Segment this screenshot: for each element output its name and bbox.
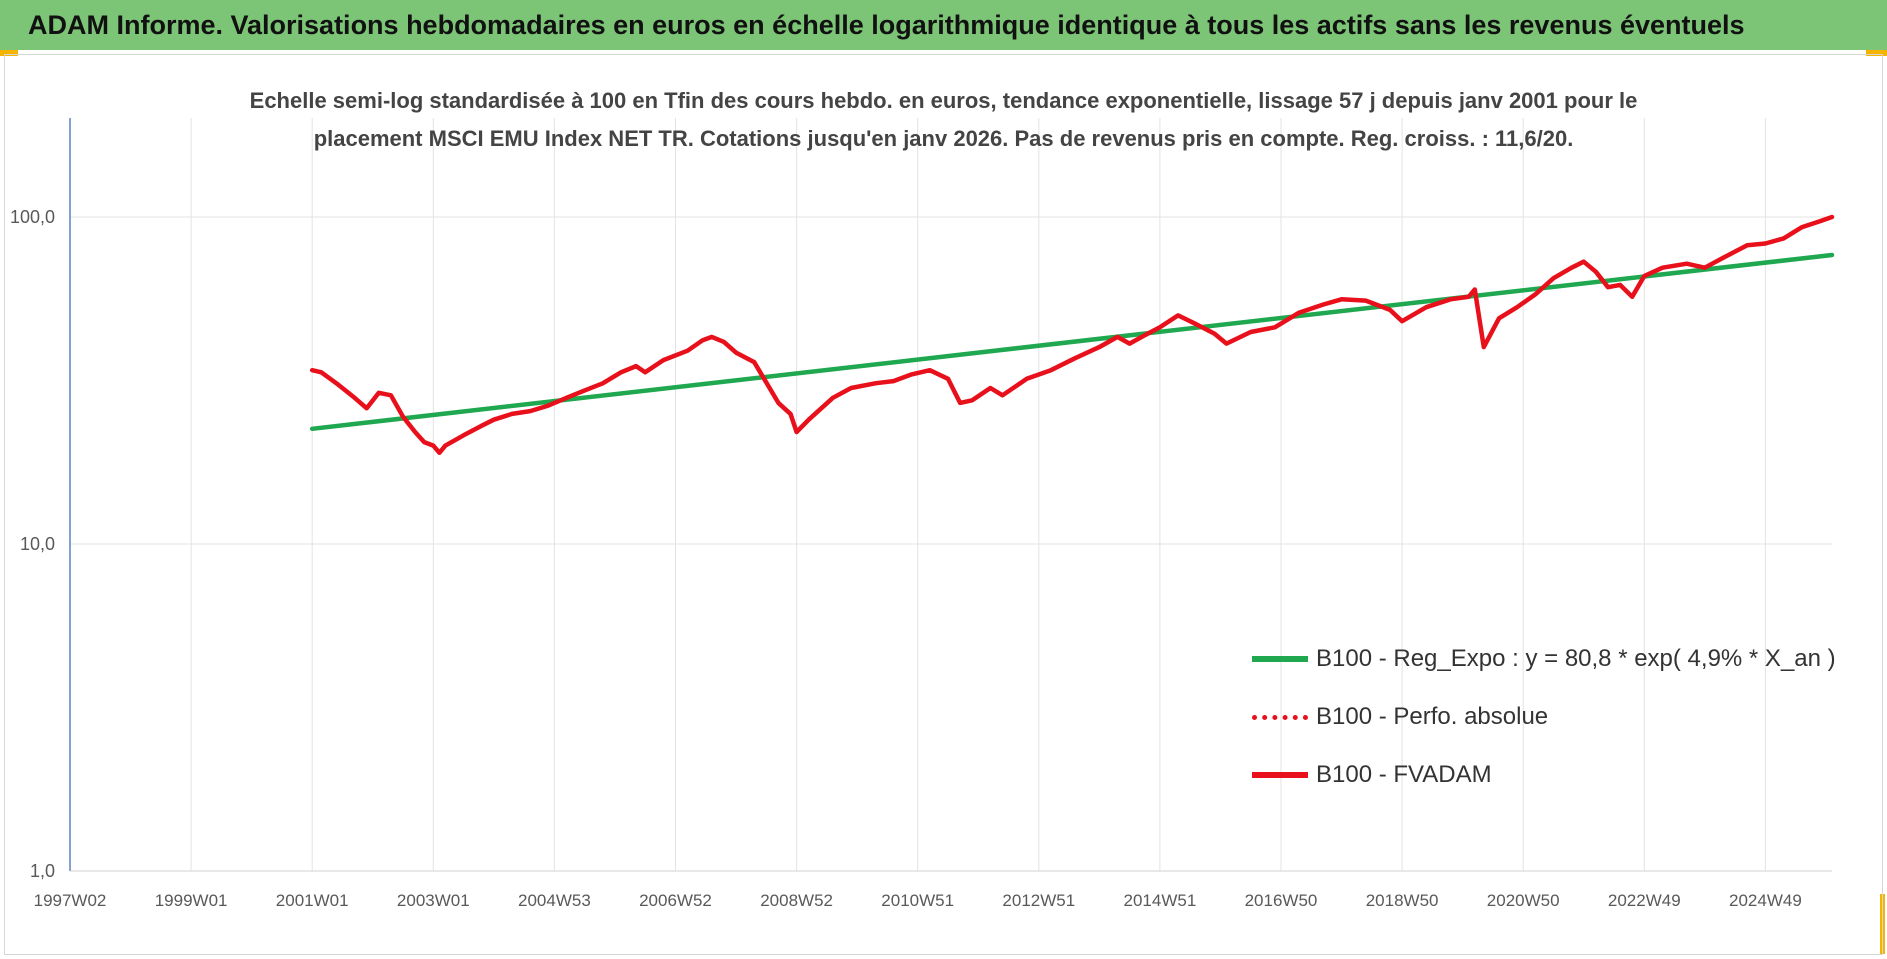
x-tick-label: 1997W02 <box>34 891 107 910</box>
chart-legend: B100 - Reg_Expo : y = 80,8 * exp( 4,9% *… <box>1252 630 1836 804</box>
legend-label-reg-expo: B100 - Reg_Expo : y = 80,8 * exp( 4,9% *… <box>1316 645 1836 672</box>
x-tick-label: 2010W51 <box>881 891 954 910</box>
series-line-fvadam <box>309 214 1835 456</box>
y-tick-label: 1,0 <box>30 861 55 881</box>
x-tick-label: 2020W50 <box>1487 891 1560 910</box>
x-tick-label: 2008W52 <box>760 891 833 910</box>
legend-item-reg-expo: B100 - Reg_Expo : y = 80,8 * exp( 4,9% *… <box>1252 630 1836 688</box>
chart-title-line-2: placement MSCI EMU Index NET TR. Cotatio… <box>313 126 1574 151</box>
x-tick-label: 1999W01 <box>155 891 228 910</box>
x-tick-label: 2022W49 <box>1608 891 1681 910</box>
tick-labels: 1997W02 1999W01 2001W01 2003W01 2004W53 2006W… <box>10 207 1802 910</box>
legend-item-perfo-absolue: B100 - Perfo. absolue <box>1252 688 1836 746</box>
x-tick-label: 2016W50 <box>1245 891 1318 910</box>
chart-title: Echelle semi-log standardisée à 100 en T… <box>0 82 1887 158</box>
x-tick-label: 2006W52 <box>639 891 712 910</box>
legend-swatch-fvadam <box>1252 772 1308 778</box>
y-tick-label: 10,0 <box>20 534 55 554</box>
x-tick-label: 2012W51 <box>1002 891 1075 910</box>
x-tick-label: 2018W50 <box>1366 891 1439 910</box>
chart-title-line-1: Echelle semi-log standardisée à 100 en T… <box>249 88 1638 113</box>
report-banner-title: ADAM Informe. Valorisations hebdomadaire… <box>0 0 1887 50</box>
corner-marker-top-right <box>1866 50 1887 56</box>
x-tick-label: 2001W01 <box>276 891 349 910</box>
series-lines <box>309 214 1835 456</box>
x-tick-label: 2004W53 <box>518 891 591 910</box>
y-tick-label: 100,0 <box>10 207 55 227</box>
chart-frame <box>4 54 1883 955</box>
legend-item-fvadam: B100 - FVADAM <box>1252 746 1836 804</box>
x-tick-label: 2003W01 <box>397 891 470 910</box>
legend-label-fvadam: B100 - FVADAM <box>1316 761 1492 788</box>
axes <box>69 118 1832 872</box>
legend-swatch-reg-expo <box>1252 656 1308 662</box>
legend-swatch-perfo-absolue <box>1252 714 1308 720</box>
x-tick-label: 2024W49 <box>1729 891 1802 910</box>
legend-label-perfo-absolue: B100 - Perfo. absolue <box>1316 703 1549 730</box>
corner-marker-top-left <box>0 50 18 56</box>
x-tick-label: 2014W51 <box>1124 891 1197 910</box>
